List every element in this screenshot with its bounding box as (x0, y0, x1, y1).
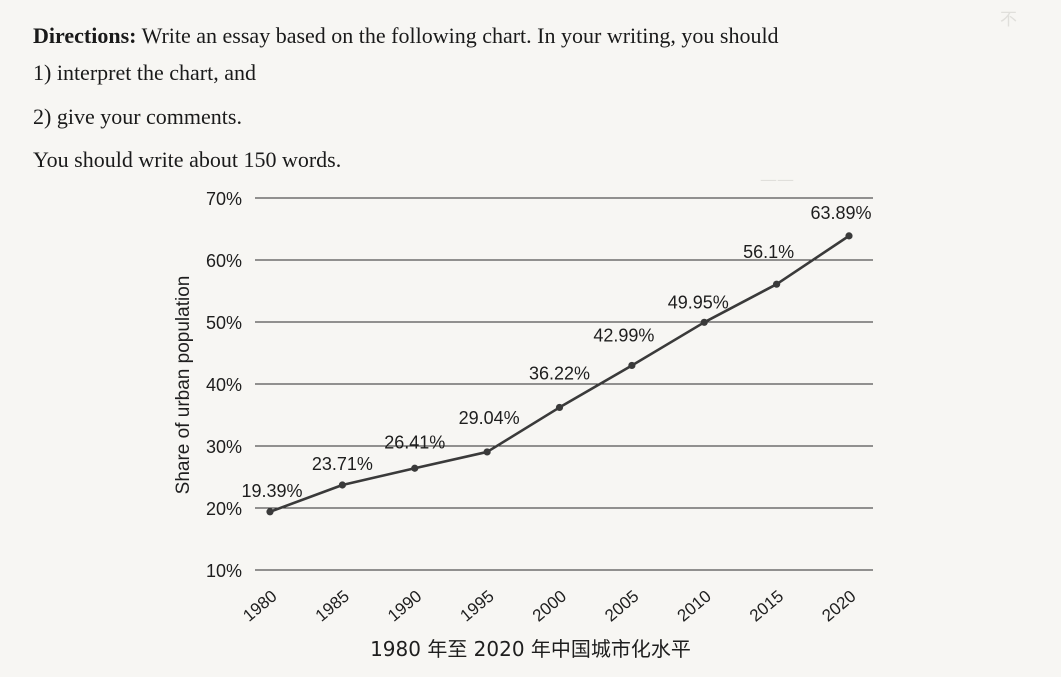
data-label: 63.89% (810, 203, 871, 223)
directions-text: Write an essay based on the following ch… (136, 23, 779, 48)
data-point (266, 508, 274, 516)
bleed-through-text: —— (760, 170, 794, 190)
y-axis-label: Share of urban population (173, 276, 194, 495)
x-tick-label: 2005 (601, 587, 642, 626)
bleed-through-text: 不 (1000, 10, 1017, 30)
y-tick-label: 40% (206, 375, 242, 395)
data-point (845, 232, 853, 240)
data-point (338, 481, 346, 489)
y-tick-label: 60% (206, 251, 242, 271)
word-count-instruction: You should write about 150 words. (33, 147, 342, 172)
data-label: 42.99% (593, 325, 654, 345)
data-label: 19.39% (241, 481, 302, 501)
data-label: 49.95% (668, 292, 729, 312)
data-label: 23.71% (312, 454, 373, 474)
directions-label: Directions: (33, 23, 137, 48)
chart-caption: 1980 年至 2020 年中国城市化水平 (370, 637, 691, 661)
directions-line: Directions: Write an essay based on the … (33, 23, 779, 49)
y-tick-label: 10% (206, 561, 242, 581)
x-tick-label: 2010 (674, 587, 715, 626)
x-tick-label: 1980 (239, 587, 280, 626)
x-tick-label: 1990 (384, 587, 425, 626)
y-tick-label: 20% (206, 499, 242, 519)
directions-item-1: 1) interpret the chart, and (33, 60, 256, 85)
y-tick-label: 30% (206, 437, 242, 457)
y-tick-label: 50% (206, 313, 242, 333)
data-label: 29.04% (459, 408, 520, 428)
data-point (628, 361, 636, 370)
data-label: 26.41% (384, 432, 445, 452)
x-tick-label: 1995 (457, 587, 498, 626)
data-label: 36.22% (529, 363, 590, 383)
data-label: 56.1% (743, 242, 794, 262)
data-point (411, 464, 419, 472)
data-point (483, 448, 491, 456)
x-tick-label: 2015 (746, 587, 787, 626)
data-point (555, 403, 564, 412)
data-point (773, 280, 781, 288)
data-point (700, 318, 708, 326)
x-tick-label: 2020 (818, 587, 859, 626)
x-tick-label: 2000 (529, 587, 570, 626)
directions-item-2: 2) give your comments. (33, 104, 242, 129)
y-tick-label: 70% (206, 189, 242, 209)
x-tick-label: 1985 (312, 587, 353, 626)
